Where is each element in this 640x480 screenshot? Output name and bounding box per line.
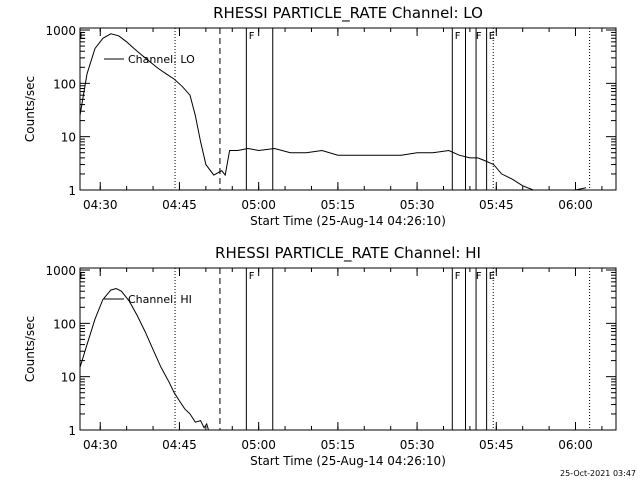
x-tick-label-lo-6: 06:00 xyxy=(558,198,593,212)
x-axis-label-lo: Start Time (25-Aug-14 04:26:10) xyxy=(250,214,446,228)
footer-timestamp: 25-Oct-2021 03:47 xyxy=(560,469,636,478)
chart-panel-hi: RHESSI PARTICLE_RATE Channel: HI 04:30 04… xyxy=(23,244,617,468)
y-tick-label-lo-2: 100 xyxy=(53,77,76,91)
marker-label-lo-2: F xyxy=(455,31,461,42)
marker-label-hi-0: E xyxy=(79,271,85,282)
x-tick-label-hi-0: 04:30 xyxy=(83,438,118,452)
x-tick-label-hi-3: 05:15 xyxy=(321,438,356,452)
x-tick-label-hi-2: 05:00 xyxy=(241,438,276,452)
x-tick-label-hi-1: 04:45 xyxy=(162,438,197,452)
series-hi xyxy=(79,287,209,431)
x-tick-label-lo-0: 04:30 xyxy=(83,198,118,212)
marker-label-lo-3: F xyxy=(476,31,482,42)
x-tick-label-lo-5: 05:45 xyxy=(479,198,514,212)
x-tick-label-hi-6: 06:00 xyxy=(558,438,593,452)
chart-title-lo: RHESSI PARTICLE_RATE Channel: LO xyxy=(213,4,483,23)
x-tick-label-lo-1: 04:45 xyxy=(162,198,197,212)
tick-labels-hi: 04:30 04:45 05:00 05:15 05:30 05:45 06:00 1 10 10… xyxy=(45,264,592,452)
ticks-hi xyxy=(80,268,616,431)
y-tick-label-lo-0: 1 xyxy=(68,184,76,198)
x-tick-label-hi-4: 05:30 xyxy=(400,438,435,452)
series-line-lo-0 xyxy=(79,33,587,191)
marker-label-hi-4: E xyxy=(489,271,495,282)
chart-title-hi: RHESSI PARTICLE_RATE Channel: HI xyxy=(215,244,481,263)
tick-labels-lo: 04:30 04:45 05:00 05:15 05:30 05:45 06:00 1 10 10… xyxy=(45,24,592,212)
y-axis-label-lo: Counts/sec xyxy=(23,76,37,142)
plot-frame-lo xyxy=(79,27,617,191)
ticks-lo xyxy=(80,28,616,191)
marker-label-hi-3: F xyxy=(476,271,482,282)
marker-label-hi-1: F xyxy=(249,271,255,282)
x-tick-label-lo-4: 05:30 xyxy=(400,198,435,212)
marker-label-lo-0: E xyxy=(79,31,85,42)
y-tick-label-hi-0: 1 xyxy=(68,424,76,438)
plot-frame-hi xyxy=(79,267,617,431)
x-axis-label-hi: Start Time (25-Aug-14 04:26:10) xyxy=(250,454,446,468)
x-tick-label-lo-3: 05:15 xyxy=(321,198,356,212)
legend-label-lo: Channel: LO xyxy=(128,53,195,66)
y-tick-label-lo-3: 1000 xyxy=(45,24,76,38)
x-tick-label-hi-5: 05:45 xyxy=(479,438,514,452)
marker-label-hi-2: F xyxy=(455,271,461,282)
chart-panel-lo: RHESSI PARTICLE_RATE Channel: LO 04:30 04… xyxy=(23,4,617,228)
vlines-hi xyxy=(174,268,591,430)
series-line-hi-0 xyxy=(79,287,209,431)
series-lo xyxy=(79,33,587,191)
x-tick-label-lo-2: 05:00 xyxy=(241,198,276,212)
y-tick-label-hi-2: 100 xyxy=(53,317,76,331)
y-tick-label-lo-1: 10 xyxy=(61,131,76,145)
y-tick-label-hi-1: 10 xyxy=(61,371,76,385)
y-tick-label-hi-3: 1000 xyxy=(45,264,76,278)
marker-label-lo-4: E xyxy=(489,31,495,42)
vlines-lo xyxy=(174,28,591,190)
marker-label-lo-1: F xyxy=(249,31,255,42)
legend-label-hi: Channel: HI xyxy=(128,293,192,306)
y-axis-label-hi: Counts/sec xyxy=(23,316,37,382)
